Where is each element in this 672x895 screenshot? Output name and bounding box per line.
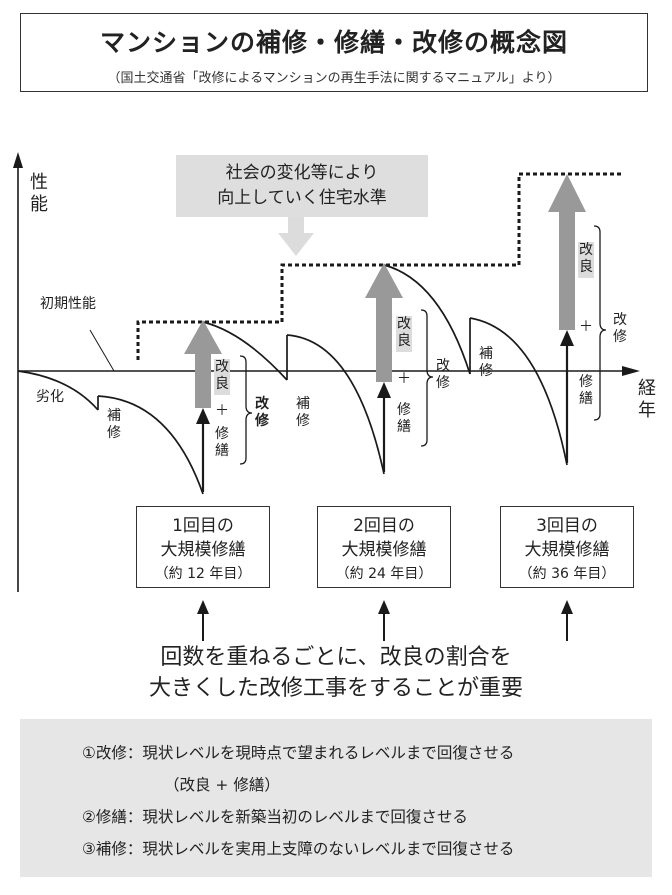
- initial-performance-label: 初期性能: [40, 296, 96, 312]
- improvement-arrow-1: [195, 352, 211, 408]
- plus-label-3: ＋: [579, 319, 593, 335]
- renovation-box-2: 2回目の 大規模修繕 （約 24 年目）: [317, 506, 451, 588]
- renovation-box-1-note: （約 12 年目）: [154, 566, 252, 582]
- deterioration-curve-2: [97, 395, 204, 495]
- renovation-box-1-line1: 1回目の: [172, 516, 234, 536]
- improvement-label-2: 改良: [396, 316, 412, 352]
- rising-standard-line: [136, 172, 624, 360]
- renovation-label-1: 改修: [255, 396, 269, 429]
- x-axis-arrowhead: [622, 366, 640, 376]
- repair-label-3: 補修: [479, 346, 493, 379]
- deterioration-curve-3: [202, 321, 288, 381]
- improvement-label-3: 改良: [578, 242, 594, 278]
- renovation-box-3-note: （約 36 年目）: [518, 566, 616, 582]
- renovation-box-3: 3回目の 大規模修繕 （約 36 年目）: [500, 506, 634, 588]
- restoration-arrowhead-1: [196, 408, 210, 424]
- brace-2: [420, 309, 434, 447]
- renovation-box-1-line2: 大規模修繕: [160, 540, 246, 560]
- page-subtitle: （国土交通省「改修によるマンションの再生手法に関するマニュアル」より）: [107, 71, 561, 86]
- y-axis-arrowhead: [13, 152, 23, 168]
- standard-callout: 社会の変化等により 向上していく住宅水準: [176, 155, 428, 217]
- improvement-arrow-3: [559, 208, 575, 330]
- callout-line-2: 向上していく住宅水準: [217, 188, 387, 208]
- definition-repair: ③補修：現状レベルを実用上支障のないレベルまで回復させる: [82, 840, 515, 858]
- improvement-arrowhead-3: [548, 174, 586, 212]
- conclusion-line-2: 大きくした改修工事をすることが重要: [148, 676, 523, 701]
- callout-arrowhead: [278, 233, 314, 256]
- y-axis-label: 性能: [30, 172, 48, 215]
- improvement-arrow-2: [376, 294, 392, 382]
- renovation-box-1: 1回目の 大規模修繕 （約 12 年目）: [136, 506, 270, 588]
- callout-arrow-shaft: [288, 217, 304, 235]
- restoration-arrowhead-2: [377, 382, 391, 398]
- restoration-label-3: 修繕: [579, 374, 593, 407]
- repair-label-1: 補修: [107, 408, 121, 441]
- deterioration-curve-4: [286, 334, 385, 475]
- restoration-arrowhead-3: [560, 330, 574, 346]
- brace-1: [239, 355, 253, 465]
- deterioration-curve-1: [17, 370, 99, 411]
- title-box: マンションの補修・修繕・改修の概念図 （国土交通省「改修によるマンションの再生手…: [20, 13, 648, 92]
- deterioration-curve-5: [383, 264, 471, 375]
- renovation-box-2-note: （約 24 年目）: [335, 566, 433, 582]
- definition-restoration: ②修繕：現状レベルを新築当初のレベルまで回復させる: [82, 808, 468, 826]
- restoration-label-1: 修繕: [215, 426, 229, 459]
- pointer-arrowhead-2: [378, 600, 390, 614]
- deterioration-curve-6: [469, 317, 568, 466]
- x-axis-label: 経年: [638, 378, 656, 421]
- deterioration-label: 劣化: [36, 389, 64, 405]
- improvement-label-1: 改良: [214, 359, 230, 395]
- improvement-arrowhead-1: [184, 320, 222, 354]
- renovation-box-3-line1: 3回目の: [536, 516, 598, 536]
- page-title: マンションの補修・修繕・改修の概念図: [99, 28, 568, 57]
- renovation-label-3: 改修: [613, 312, 627, 345]
- renovation-box-2-line2: 大規模修繕: [341, 540, 427, 560]
- renovation-label-2: 改修: [436, 358, 450, 391]
- renovation-box-3-line2: 大規模修繕: [524, 540, 610, 560]
- plus-label-1: ＋: [215, 403, 229, 419]
- improvement-arrowhead-2: [365, 263, 403, 298]
- definitions-panel: ①改修：現状レベルを現時点で望まれるレベルまで回復させる （改良 + 修繕） ②…: [20, 719, 652, 877]
- conclusion-text: 回数を重ねるごとに、改良の割合を 大きくした改修工事をすることが重要: [0, 642, 672, 704]
- callout-line-1: 社会の変化等により: [225, 163, 379, 183]
- brace-3: [593, 225, 607, 421]
- renovation-box-2-line1: 2回目の: [353, 516, 415, 536]
- definition-renovation-detail: （改良 + 修繕）: [164, 776, 280, 794]
- repair-label-2: 補修: [296, 396, 310, 429]
- definition-renovation: ①改修：現状レベルを現時点で望まれるレベルまで回復させる: [82, 744, 515, 762]
- conclusion-line-1: 回数を重ねるごとに、改良の割合を: [160, 645, 512, 670]
- pointer-arrowhead-1: [197, 600, 209, 614]
- initial-performance-leader: [89, 329, 115, 372]
- restoration-label-2: 修繕: [397, 402, 411, 435]
- plus-label-2: ＋: [397, 371, 411, 387]
- pointer-arrowhead-3: [561, 600, 573, 614]
